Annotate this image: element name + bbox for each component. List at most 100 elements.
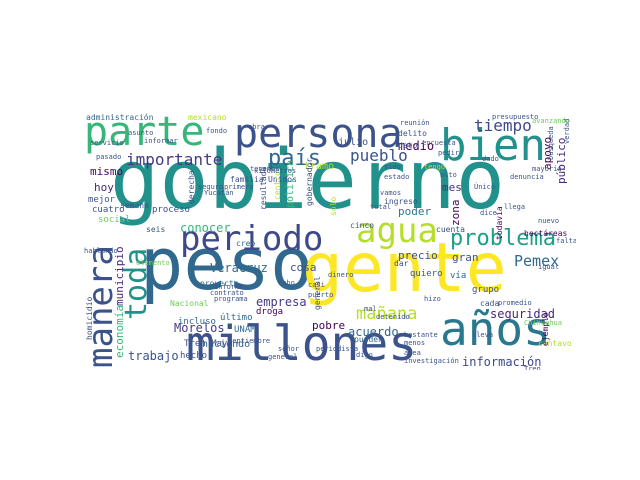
- word-cloud-word: poder: [398, 205, 432, 218]
- word-cloud-word: Pemex: [514, 252, 560, 270]
- word-cloud-word: servicio: [90, 139, 124, 147]
- word-cloud-word: puerto: [308, 291, 334, 299]
- word-cloud-word: peso: [140, 222, 314, 306]
- word-cloud-word: hizo: [424, 295, 441, 303]
- word-cloud-word: municipio: [113, 246, 126, 306]
- word-cloud-word: millones: [186, 316, 418, 370]
- word-cloud-word: importante: [126, 150, 223, 169]
- word-cloud-word: búsqueda: [547, 126, 555, 160]
- word-cloud-word: kilómetros: [254, 167, 297, 175]
- word-cloud-word: vamos: [380, 189, 402, 197]
- word-cloud-word: contrato: [210, 289, 244, 297]
- word-cloud-word: persona: [234, 111, 403, 157]
- word-cloud-word: mismo: [90, 165, 124, 178]
- word-cloud-word: tengo: [424, 163, 446, 171]
- word-cloud-word: periodista: [316, 345, 359, 353]
- word-cloud-word: septiembre: [228, 337, 271, 345]
- word-cloud-word: pueblo: [350, 146, 408, 165]
- word-cloud-word: centro: [273, 171, 282, 200]
- word-cloud-word: medio: [398, 139, 435, 153]
- word-cloud-word: informe: [214, 283, 244, 291]
- word-cloud-word: gobierno: [110, 133, 505, 228]
- word-cloud-word: mal: [364, 305, 377, 313]
- word-cloud-word: mejor: [88, 195, 116, 205]
- word-cloud-word: detenido: [376, 313, 410, 321]
- word-cloud-word: mes: [442, 181, 462, 194]
- word-cloud-word: social: [98, 215, 131, 225]
- word-cloud-word: droga: [256, 307, 284, 317]
- word-cloud-word: seis: [146, 225, 166, 234]
- word-cloud-word: Yucatán: [204, 189, 234, 197]
- word-cloud-word: gobernador: [305, 157, 314, 206]
- word-cloud-word: mexicano: [188, 113, 227, 122]
- word-cloud-word: hectáreas: [524, 229, 568, 238]
- word-cloud-word: Único: [474, 183, 496, 191]
- word-cloud-word: presupuesto: [492, 113, 539, 121]
- word-cloud-word: información: [462, 355, 542, 369]
- word-cloud-word: economía: [113, 305, 126, 358]
- word-cloud-word: acuerdo: [348, 325, 399, 339]
- word-cloud-word: alto: [440, 171, 457, 179]
- word-cloud-word: pueden: [354, 335, 383, 344]
- word-cloud-word: todavía: [495, 206, 504, 240]
- word-cloud-word: tenemos: [250, 165, 280, 173]
- word-cloud-word: verdad: [563, 118, 571, 144]
- word-cloud-word: promedio: [498, 299, 532, 307]
- word-cloud-word: dato: [398, 141, 418, 150]
- word-cloud-word: grupo: [472, 285, 500, 295]
- word-cloud-word: mañana: [356, 304, 418, 324]
- word-cloud-word: proyecto: [200, 279, 239, 288]
- word-cloud-word: delito: [398, 129, 427, 138]
- word-cloud-word: Tren Maya: [184, 339, 233, 349]
- word-cloud-word: ingreso: [384, 197, 418, 206]
- word-cloud-word: cosa: [290, 261, 317, 274]
- word-cloud-word: falta: [556, 237, 576, 245]
- word-cloud-word: Unidos: [268, 175, 297, 184]
- word-cloud-word: elemento: [136, 259, 170, 267]
- word-cloud-word: fondo: [206, 127, 228, 135]
- word-cloud-word: llega: [504, 203, 526, 211]
- word-cloud-word: cinco: [350, 221, 375, 230]
- word-cloud-word: programa: [214, 295, 248, 303]
- word-cloud-word: cuenta: [436, 225, 465, 234]
- word-cloud-word: nuevo: [538, 217, 560, 225]
- word-cloud-word: creo: [236, 239, 256, 248]
- word-cloud-word: dar: [394, 259, 409, 268]
- word-cloud-word: país: [268, 146, 321, 171]
- word-cloud-word: tiempo: [474, 116, 532, 135]
- word-cloud-word: conocer: [180, 221, 231, 235]
- word-cloud-word: bien: [440, 120, 546, 171]
- word-cloud-word: precio: [398, 249, 438, 262]
- word-cloud-word: menos: [404, 339, 426, 347]
- word-cloud-word: investigación: [404, 357, 459, 365]
- word-cloud-word: UNAM: [234, 325, 256, 335]
- word-cloud-word: encuesta: [422, 139, 456, 147]
- word-cloud-word: digo: [356, 351, 373, 359]
- word-cloud-word: público: [555, 137, 568, 184]
- word-cloud-word: pasado: [96, 153, 122, 161]
- word-cloud-word: hecho: [180, 351, 208, 361]
- word-cloud-word: solo: [329, 196, 338, 216]
- word-cloud-word: área: [404, 349, 421, 357]
- word-cloud-word: Chihuahua: [524, 319, 562, 327]
- word-cloud-word: hablando: [84, 247, 118, 255]
- word-cloud-word: cada: [480, 299, 500, 308]
- word-cloud-word: seguro: [198, 183, 224, 191]
- word-cloud-word: periodo: [180, 219, 324, 259]
- word-cloud-word: general: [268, 353, 298, 361]
- word-cloud-word: trabajo: [128, 349, 179, 363]
- word-cloud-word: derecha: [187, 170, 196, 204]
- word-cloud-word: igual: [538, 263, 560, 271]
- word-cloud-word: bastante: [404, 331, 438, 339]
- word-cloud-word: dado: [482, 155, 499, 163]
- word-cloud-word: casi: [308, 281, 325, 289]
- word-cloud-word: informar: [144, 137, 178, 145]
- word-cloud-word: lleva: [472, 331, 494, 339]
- word-cloud-word: zona: [449, 199, 462, 227]
- word-cloud-word: agua: [356, 211, 438, 251]
- word-cloud-word: último: [220, 313, 253, 323]
- word-cloud-word: tramo: [304, 161, 335, 172]
- word-cloud-word: reunión: [400, 119, 430, 127]
- word-cloud: gobierno peso gente millones persona par…: [80, 110, 576, 370]
- word-cloud-word: seguridad: [490, 307, 556, 321]
